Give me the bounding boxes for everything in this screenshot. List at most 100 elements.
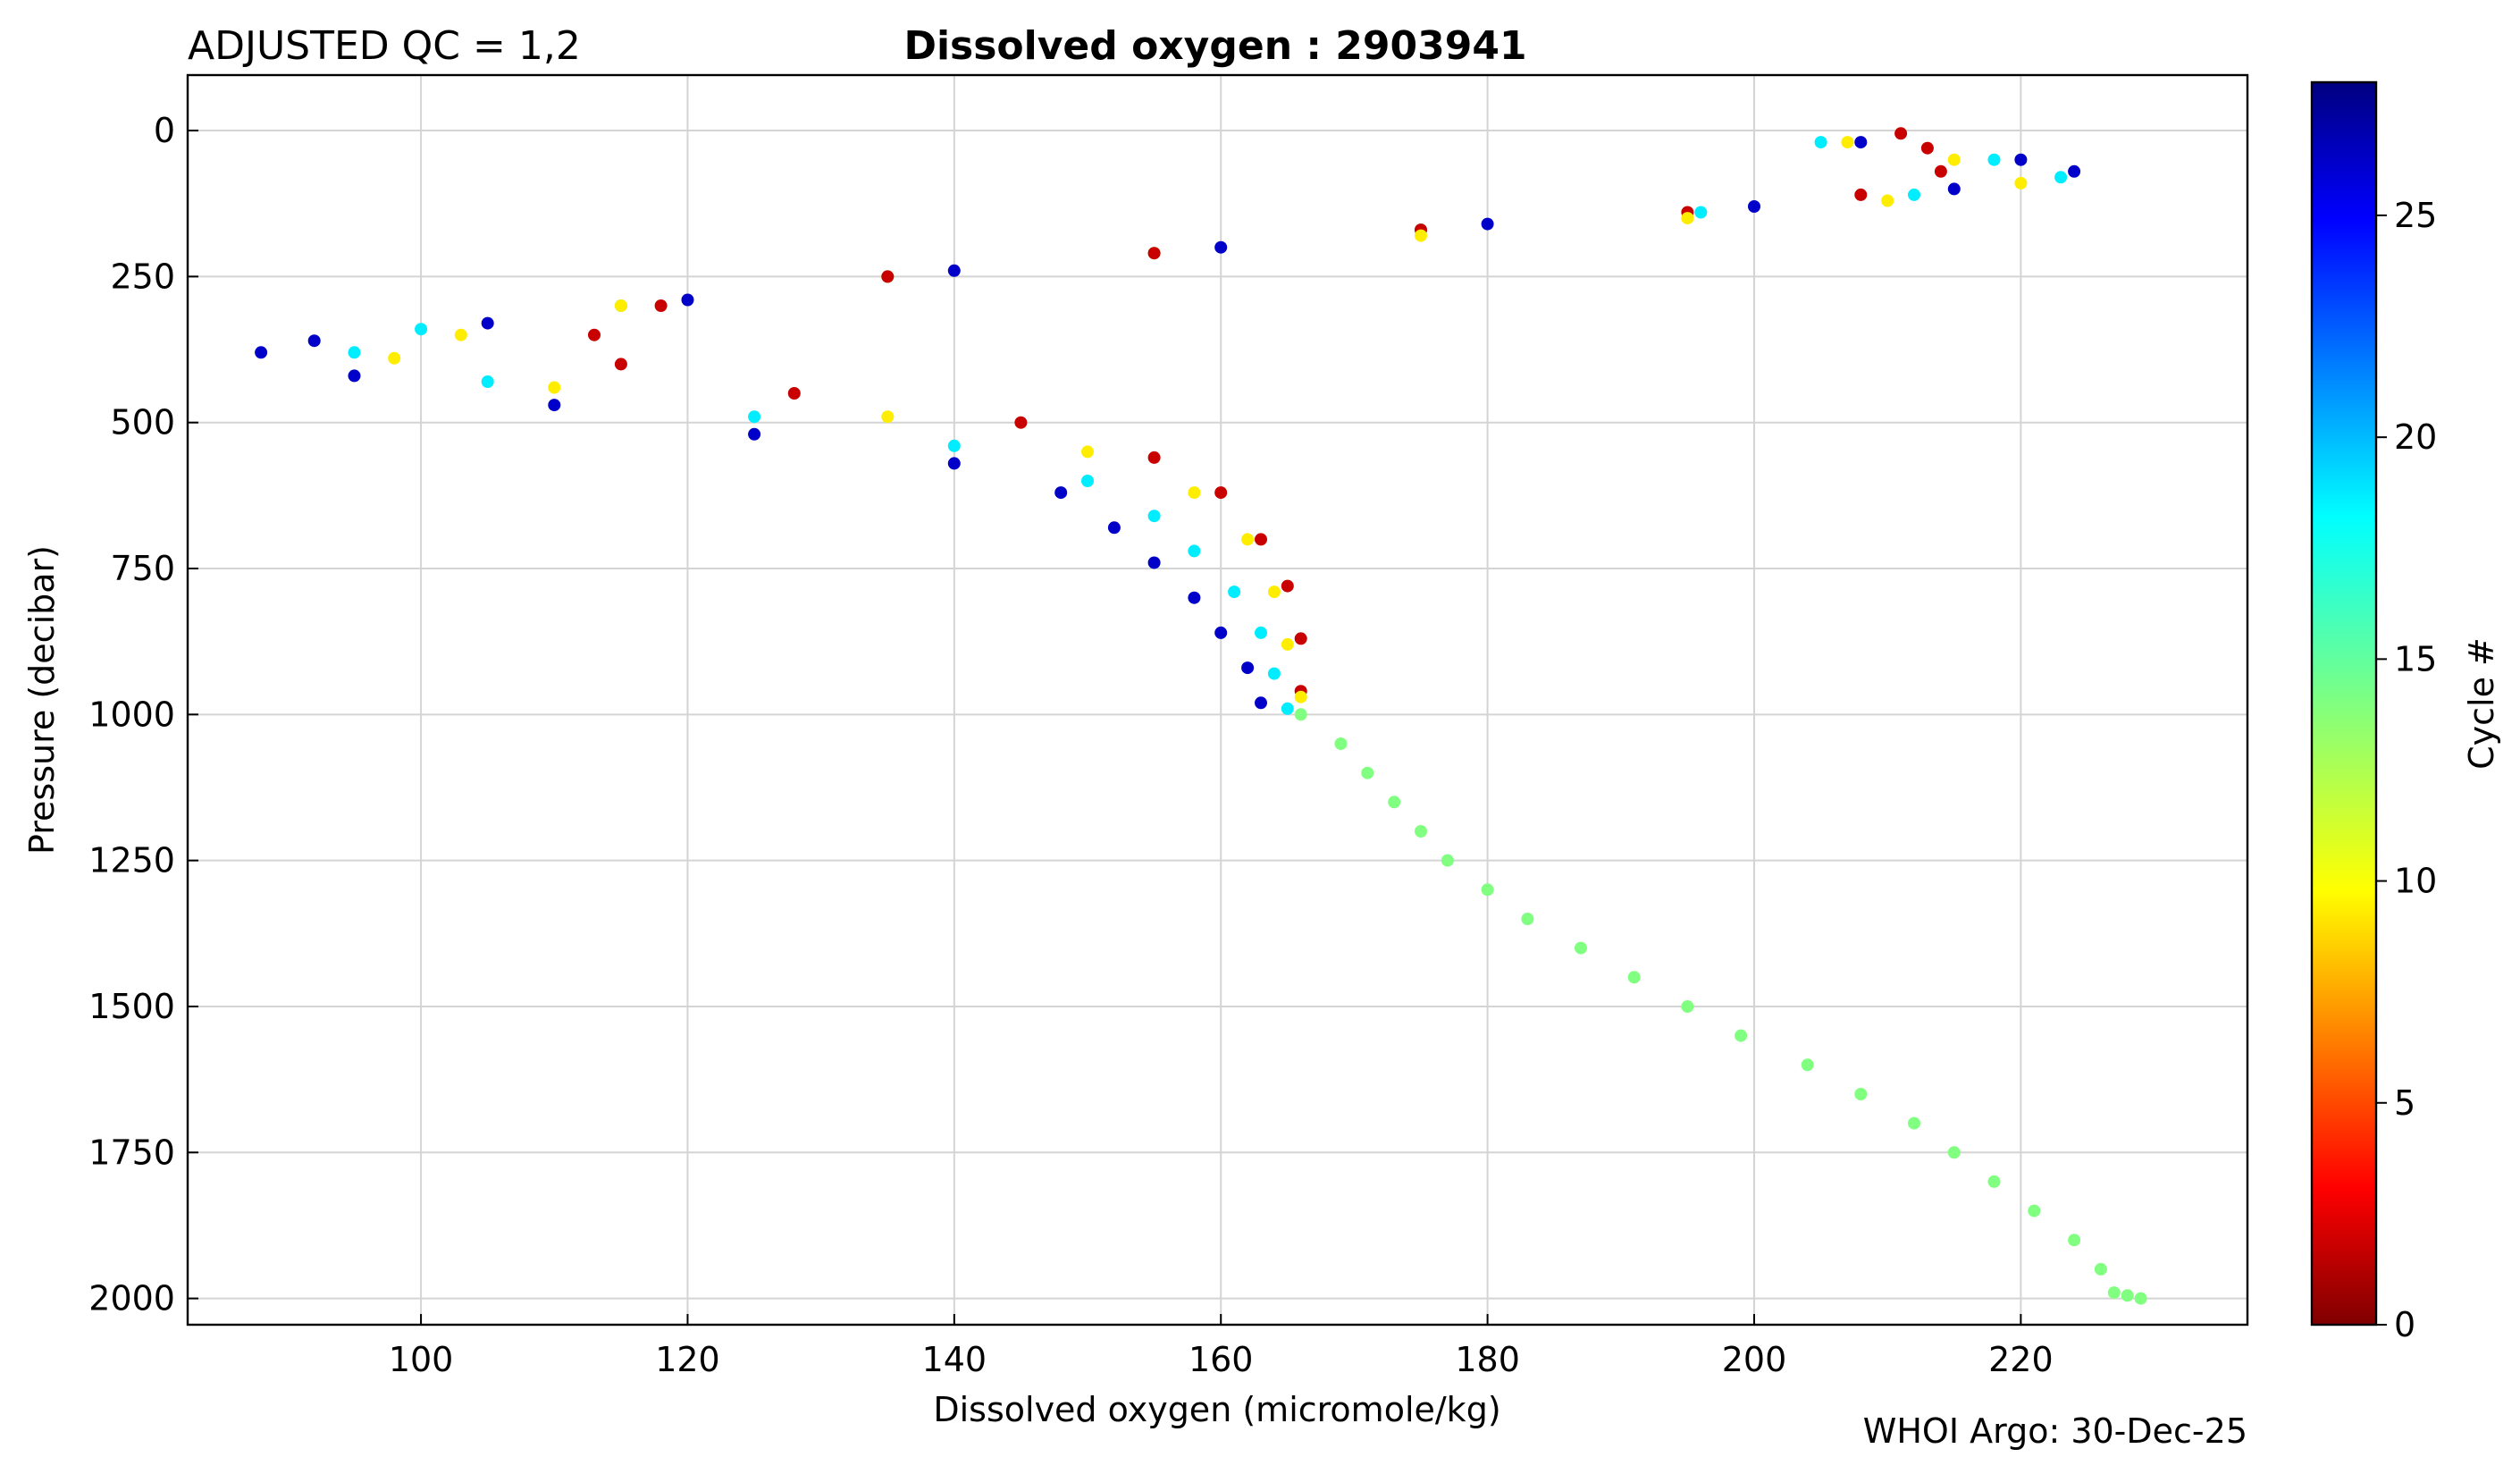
scatter-points (255, 127, 2147, 1305)
x-tick-label: 160 (1189, 1340, 1254, 1379)
data-point (1814, 136, 1827, 149)
chart-subtitle-qc: ADJUSTED QC = 1,2 (188, 23, 581, 69)
data-point (1415, 825, 1427, 838)
data-point (1107, 521, 1121, 535)
data-point (1188, 591, 1201, 604)
data-point (654, 299, 668, 312)
data-point (1228, 585, 1241, 599)
data-point (1920, 141, 1934, 155)
data-point (1255, 533, 1267, 546)
data-point (1681, 212, 1694, 225)
colorbar-label: Cycle # (2462, 637, 2501, 770)
plot-frame (186, 73, 2249, 1327)
x-tick-label: 200 (1722, 1340, 1787, 1379)
data-point (787, 387, 801, 400)
data-point (348, 369, 361, 383)
data-point (748, 427, 761, 441)
data-point (481, 375, 494, 388)
data-point (1854, 136, 1868, 149)
credit-label: WHOI Argo: 30-Dec-25 (1863, 1411, 2247, 1451)
data-point (454, 328, 467, 341)
data-point (1281, 579, 1294, 593)
data-point (1748, 200, 1760, 213)
data-point (614, 299, 627, 312)
data-point (1987, 1175, 2001, 1188)
data-point (348, 346, 361, 359)
colorbar-tick-label: 20 (2394, 417, 2437, 457)
data-point (1801, 1058, 1814, 1072)
data-point (2068, 1234, 2081, 1247)
colorbar-tick-label: 15 (2394, 639, 2437, 678)
data-point (1147, 451, 1161, 464)
data-point (1947, 1146, 1961, 1159)
data-point (1267, 667, 1281, 680)
data-point (1735, 1029, 1748, 1042)
grid-lines (188, 75, 2247, 1325)
data-point (1854, 1088, 1868, 1100)
data-point (947, 264, 961, 277)
data-point (2014, 176, 2028, 190)
data-point (1987, 153, 2001, 166)
data-point (2028, 1204, 2041, 1217)
data-point (588, 328, 601, 341)
x-axis-ticks: 100 120 140 160 180 200 220 (389, 1314, 2054, 1379)
data-point (1294, 708, 1307, 721)
data-point (481, 316, 494, 330)
data-point (1147, 556, 1161, 569)
data-point (1081, 475, 1094, 487)
y-tick-label: 1250 (88, 841, 175, 880)
chart-title: Dissolved oxygen : 2903941 (903, 23, 1526, 69)
x-tick-label: 180 (1455, 1340, 1520, 1379)
data-point (1214, 240, 1228, 254)
data-point (1081, 445, 1094, 459)
data-point (1281, 702, 1294, 715)
data-point (1361, 766, 1374, 779)
data-point (1147, 247, 1161, 260)
data-point (1188, 544, 1201, 558)
x-tick-label: 140 (922, 1340, 987, 1379)
data-point (1241, 533, 1255, 546)
y-tick-label: 2000 (88, 1279, 175, 1318)
data-point (1575, 941, 1587, 955)
data-point (1694, 206, 1708, 219)
data-point (1481, 217, 1494, 231)
data-point (681, 293, 694, 307)
data-point (1255, 626, 1267, 639)
data-point (2014, 153, 2028, 166)
data-point (1267, 585, 1281, 599)
data-point (1294, 690, 1307, 703)
data-point (947, 457, 961, 470)
data-point (1281, 637, 1294, 651)
data-point (1841, 136, 1854, 149)
data-point (1908, 188, 1920, 201)
data-point (1934, 164, 1947, 178)
colorbar-tick-label: 5 (2394, 1083, 2415, 1123)
data-point (1881, 194, 1894, 207)
data-point (748, 410, 761, 424)
data-point (1627, 971, 1641, 984)
colorbar-ticks: 0 5 10 15 20 25 (2376, 196, 2437, 1344)
data-point (2068, 164, 2081, 178)
y-tick-label: 1500 (88, 987, 175, 1026)
data-point (881, 410, 895, 424)
data-point (947, 439, 961, 452)
x-tick-label: 220 (1988, 1340, 2054, 1379)
data-point (1481, 883, 1494, 897)
y-axis-label: Pressure (decibar) (22, 545, 62, 855)
y-tick-label: 250 (110, 257, 175, 296)
colorbar-tick-label: 10 (2394, 862, 2437, 901)
data-point (1947, 153, 1961, 166)
data-point (1147, 510, 1161, 523)
data-point (881, 270, 895, 283)
data-point (415, 323, 428, 336)
data-point (388, 351, 401, 365)
colorbar (2310, 80, 2378, 1327)
y-tick-label: 0 (154, 111, 175, 150)
data-point (1388, 796, 1401, 809)
data-point (1441, 854, 1454, 867)
data-point (1014, 416, 1028, 429)
data-point (614, 358, 627, 371)
data-point (1908, 1116, 1920, 1130)
y-tick-label: 750 (110, 549, 175, 588)
